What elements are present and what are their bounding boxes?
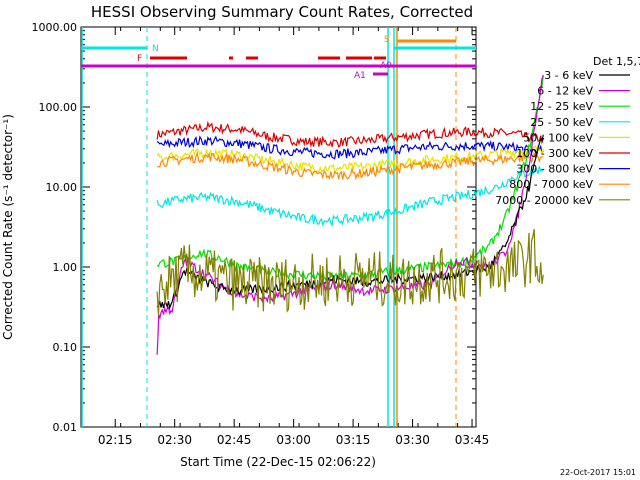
x-tick-label: 03:30 <box>395 433 430 447</box>
legend-entry-label: 12 - 25 keV <box>530 100 593 113</box>
series-line <box>156 228 544 316</box>
y-tick-label: 0.01 <box>53 421 78 434</box>
x-tick-label: 02:30 <box>157 433 192 447</box>
y-tick-label: 0.10 <box>53 341 78 354</box>
series-group <box>156 74 544 355</box>
legend: Det 1,5,7 3 - 6 keV 6 - 12 keV 12 - 25 keV… <box>495 55 640 207</box>
legend-entry-label: 3 - 6 keV <box>544 69 593 82</box>
series-line <box>156 166 544 227</box>
legend-entry-label: 7000 - 20000 keV <box>495 194 593 207</box>
flag-label: A1 <box>354 71 366 81</box>
footer-date: 22-Oct-2017 15:01 <box>560 468 636 477</box>
series-line <box>156 145 544 174</box>
y-tick-label: 1000.00 <box>32 21 78 34</box>
y-axis-ticks: 0.01 0.10 1.00 10.00 100.00 1000.00 <box>32 21 476 434</box>
flag-label: A0 <box>380 61 392 71</box>
flag-label: S <box>384 35 390 45</box>
x-axis-label: Start Time (22-Dec-15 02:06:22) <box>180 455 376 469</box>
legend-entry-label: 25 - 50 keV <box>530 116 593 129</box>
series-line <box>156 120 544 148</box>
x-tick-label: 02:45 <box>217 433 252 447</box>
x-axis-ticks: 02:15 02:30 02:45 03:00 03:15 03:30 03:45 <box>98 27 489 447</box>
legend-title: Det 1,5,7 <box>593 55 640 68</box>
plot-area: 0.01 0.10 1.00 10.00 100.00 1000.00 02:15 02:3… <box>32 21 544 447</box>
y-tick-label: 1.00 <box>53 261 78 274</box>
series-line <box>156 74 544 355</box>
legend-entry-label: 300 - 800 keV <box>516 163 593 176</box>
flag-label: F <box>137 54 142 64</box>
legend-entry-label: 6 - 12 keV <box>537 85 593 98</box>
y-tick-label: 10.00 <box>46 181 78 194</box>
legend-entry-label: 50 - 100 keV <box>523 131 593 144</box>
legend-entry-label: 800 - 7000 keV <box>509 178 593 191</box>
x-tick-label: 03:15 <box>336 433 371 447</box>
flag-label: N <box>152 44 159 54</box>
legend-entry-label: 100 - 300 keV <box>516 147 593 160</box>
x-tick-label: 02:15 <box>98 433 133 447</box>
y-tick-label: 100.00 <box>39 101 78 114</box>
x-tick-label: 03:00 <box>276 433 311 447</box>
x-tick-label: 03:45 <box>455 433 490 447</box>
series-line <box>156 150 544 181</box>
series-line <box>156 75 544 282</box>
plot-frame <box>80 26 477 428</box>
flag-markers: NF A1 A0 S <box>81 27 476 427</box>
series-line <box>156 135 544 160</box>
chart-title: HESSI Observing Summary Count Rates, Cor… <box>91 3 473 21</box>
y-axis-label: Corrected Count Rate (s⁻¹ detector⁻¹) <box>1 114 15 340</box>
